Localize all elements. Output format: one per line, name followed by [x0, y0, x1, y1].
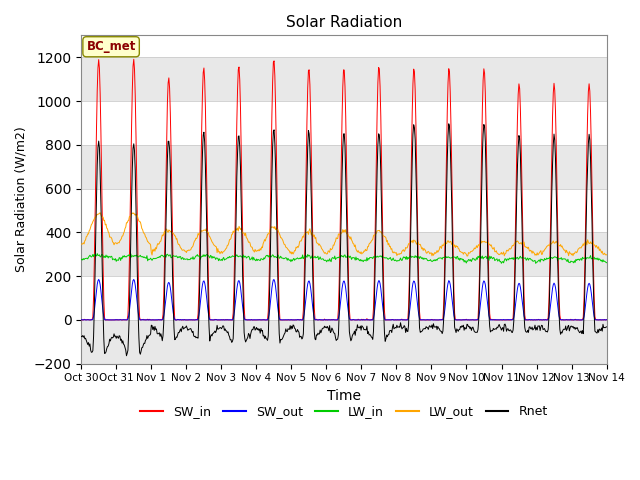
Line: SW_in: SW_in [81, 59, 607, 320]
LW_out [141, 234, 149, 240]
LW_out [408, 238, 416, 243]
Rnet [603, 324, 611, 330]
LW_in [195, 253, 203, 259]
LW_out [424, 249, 431, 255]
LW_in [424, 258, 431, 264]
LW_out [195, 232, 203, 238]
SW_in [223, 317, 230, 323]
SW_out [223, 317, 230, 323]
Line: SW_out: SW_out [81, 279, 607, 320]
SW_in [130, 56, 138, 62]
SW_out [409, 280, 417, 286]
LW_out [223, 245, 230, 251]
Legend: SW_in, SW_out, LW_in, LW_out, Rnet: SW_in, SW_out, LW_in, LW_out, Rnet [135, 400, 552, 423]
SW_out [87, 317, 95, 323]
SW_in [424, 317, 431, 323]
LW_in [77, 257, 85, 263]
LW_in [87, 253, 95, 259]
SW_in [408, 109, 416, 115]
Rnet [87, 347, 95, 353]
SW_in [87, 317, 95, 323]
LW_out [87, 224, 95, 230]
Bar [81, 232, 607, 276]
Y-axis label: Solar Radiation (W/m2): Solar Radiation (W/m2) [15, 127, 28, 273]
Line: Rnet: Rnet [81, 124, 607, 356]
SW_in [77, 317, 85, 323]
LW_in [223, 256, 230, 262]
LW_in [93, 251, 101, 256]
SW_out [77, 317, 85, 323]
Rnet [141, 337, 149, 343]
Rnet [445, 121, 452, 127]
Rnet [123, 353, 131, 359]
SW_in [141, 317, 149, 323]
X-axis label: Time: Time [327, 389, 361, 403]
LW_out [463, 253, 471, 259]
Line: LW_out: LW_out [81, 213, 607, 256]
Rnet [77, 334, 85, 339]
LW_out [96, 210, 104, 216]
Bar [81, 57, 607, 101]
SW_in [603, 317, 611, 323]
Text: BC_met: BC_met [86, 40, 136, 53]
Line: LW_in: LW_in [81, 253, 607, 264]
LW_in [603, 260, 611, 265]
SW_out [195, 313, 203, 319]
Rnet [223, 328, 230, 334]
LW_in [532, 261, 540, 266]
Rnet [408, 156, 416, 162]
LW_out [603, 252, 611, 258]
SW_out [390, 317, 398, 323]
SW_out [141, 317, 149, 323]
LW_out [77, 241, 85, 247]
Rnet [424, 325, 431, 331]
SW_out [424, 317, 432, 323]
SW_out [603, 317, 611, 323]
Bar [81, 320, 607, 364]
Bar [81, 145, 607, 189]
LW_in [141, 255, 149, 261]
SW_out [95, 276, 102, 282]
Title: Solar Radiation: Solar Radiation [286, 15, 402, 30]
SW_in [195, 289, 203, 295]
LW_in [408, 254, 416, 260]
Rnet [195, 315, 203, 321]
